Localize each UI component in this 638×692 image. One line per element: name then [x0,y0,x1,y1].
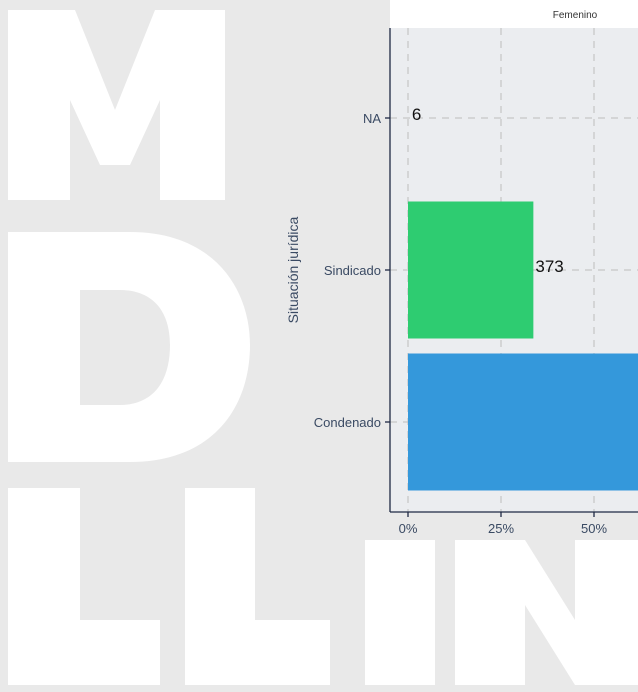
y-tick-label-sindicado: Sindicado [324,263,381,278]
x-axis-ticks: 0% 25% 50% [399,512,607,536]
y-axis-ticks: NA Sindicado Condenado [314,111,390,430]
x-tick-label-50: 50% [581,521,607,536]
data-labels: 6 373 [412,105,564,276]
x-tick-label-0: 0% [399,521,418,536]
bars [408,201,638,491]
facet-strip [390,0,638,28]
x-tick-label-25: 25% [488,521,514,536]
y-tick-label-na: NA [363,111,381,126]
facet-label: Femenino [553,10,598,21]
data-label-na: 6 [412,105,421,124]
y-axis-title: Situación jurídica [285,216,301,323]
bar-condenado [408,353,638,491]
y-tick-label-condenado: Condenado [314,415,381,430]
watermark-logo [8,10,638,685]
data-label-sindicado: 373 [535,257,563,276]
bar-sindicado [408,201,534,339]
